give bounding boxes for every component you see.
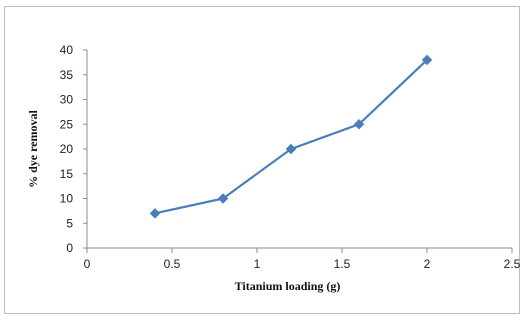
data-point-marker (149, 207, 161, 219)
y-tick-label: 20 (60, 142, 74, 156)
axes (86, 50, 512, 249)
y-tick-label: 25 (60, 117, 74, 131)
chart-area (4, 6, 520, 314)
x-tick-label: 2 (424, 257, 431, 271)
x-tick-label: 1 (254, 257, 261, 271)
y-axis-title: % dye removal (26, 109, 40, 187)
y-tick-label: 40 (60, 43, 74, 57)
series-line (154, 59, 428, 215)
series-layer (149, 54, 433, 219)
y-tick-label: 35 (60, 68, 74, 82)
y-tick-label: 30 (60, 93, 74, 107)
x-tick-label: 0.5 (164, 257, 181, 271)
data-point-marker (217, 193, 229, 204)
data-point-marker (285, 143, 297, 155)
data-point-marker (353, 118, 365, 130)
y-axis-ticks: 0 5 10 15 20 25 30 35 40 (60, 43, 87, 255)
y-tick-label: 5 (66, 216, 73, 230)
x-tick-label: 1.5 (334, 257, 351, 271)
y-tick-label: 10 (60, 192, 74, 206)
x-axis-ticks: 0 0.5 1 1.5 2 2.5 (84, 248, 521, 271)
x-axis-title: Titanium loading (g) (235, 279, 341, 293)
data-point-marker (421, 54, 433, 66)
x-tick-label: 0 (84, 257, 91, 271)
x-tick-label: 2.5 (504, 257, 521, 271)
y-tick-label: 15 (60, 167, 74, 181)
y-tick-label: 0 (66, 241, 73, 255)
